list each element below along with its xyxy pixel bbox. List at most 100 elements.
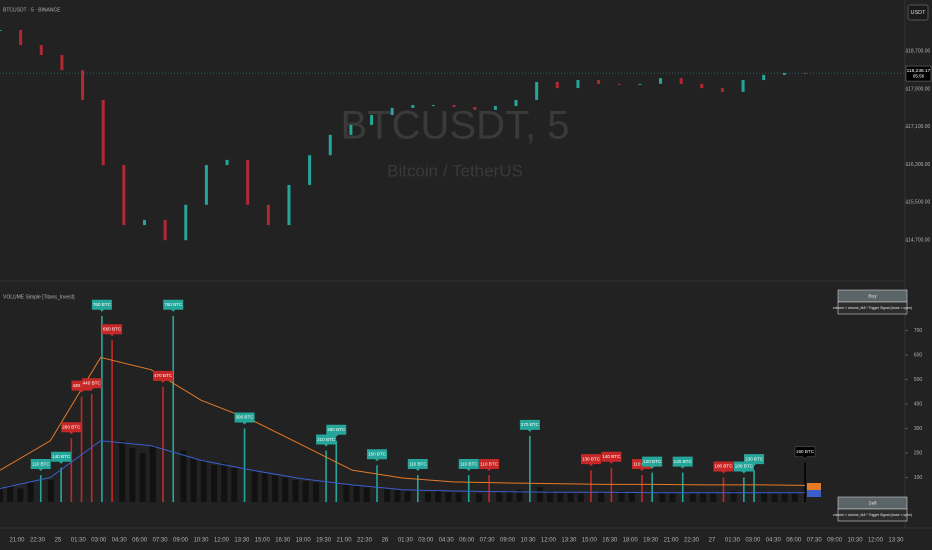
time-label: 19:30: [643, 538, 659, 544]
volume-bar: [781, 492, 788, 502]
table-rule-cell: [837, 508, 908, 522]
time-label: 06:00: [459, 538, 475, 544]
y-tick-label: 700: [914, 328, 923, 334]
signal-tag: [30, 459, 51, 472]
candle: [81, 70, 85, 100]
y-tick-label: 400: [914, 401, 923, 407]
signal-label: 110 BTC: [460, 461, 478, 466]
signal-tag: [163, 299, 184, 312]
volume-bar: [149, 445, 156, 502]
volume-bar: [424, 492, 431, 502]
signal-label: 130 BTC: [745, 456, 764, 461]
volume-bar: [722, 477, 725, 502]
y-tick-label: 600: [914, 352, 923, 358]
volume-bar: [651, 472, 653, 502]
time-label: 26: [382, 538, 389, 544]
volume-bar: [804, 462, 806, 502]
volume-bar: [475, 493, 482, 502]
time-label: 07:30: [480, 538, 496, 544]
currency-box[interactable]: [907, 4, 929, 21]
volume-bar: [111, 340, 113, 502]
time-label: 12:00: [541, 538, 557, 544]
signal-tag: [91, 299, 112, 312]
ma-marker: [807, 483, 821, 490]
time-label: 18:00: [296, 538, 312, 544]
time-label: 13:30: [234, 538, 250, 544]
volume-bar: [577, 493, 584, 502]
volume-bar: [17, 488, 24, 502]
time-label: 01:30: [725, 538, 741, 544]
volume-bar: [753, 470, 755, 502]
signal-tag: [51, 451, 72, 464]
volume-bar: [129, 448, 136, 502]
time-label: 22:30: [30, 538, 46, 544]
currency[interactable]: USDT: [911, 10, 927, 16]
candle: [142, 219, 146, 226]
volume-bar: [101, 315, 103, 502]
time-label: 07:30: [153, 538, 169, 544]
candle: [308, 155, 312, 185]
table-rule-cell: [837, 301, 908, 315]
candle: [266, 204, 270, 226]
candle: [700, 83, 704, 89]
volume-bar: [567, 492, 574, 502]
table-header: Sell: [869, 500, 877, 506]
time-label: 22:30: [357, 538, 373, 544]
time-label: 15:00: [255, 538, 271, 544]
volume-bar: [529, 435, 531, 502]
volume-bar: [681, 472, 684, 502]
signal-tag: [316, 434, 337, 447]
volume-bar: [710, 492, 717, 502]
signal-label: 110 BTC: [32, 461, 50, 466]
volume-bar: [659, 492, 666, 502]
time-label: 19:30: [316, 538, 332, 544]
candle: [411, 105, 415, 108]
signal-label: 260 BTC: [62, 425, 81, 430]
volume-bar: [363, 487, 370, 502]
volume-bar: [435, 490, 442, 502]
y-tick-label: 117,900.00: [906, 86, 931, 92]
y-tick-label: 116,300.00: [906, 162, 931, 168]
time-label: 25: [55, 538, 62, 544]
signal-tag: [601, 451, 622, 464]
candle: [452, 105, 456, 107]
signal-label: 470 BTC: [154, 373, 173, 378]
volume-bar: [628, 492, 635, 502]
volume-bar: [416, 475, 419, 502]
volume-bar: [791, 492, 798, 502]
candle: [720, 88, 724, 92]
time-label: 22:30: [684, 538, 700, 544]
time-label: 18:00: [623, 538, 639, 544]
candle: [597, 80, 601, 84]
time-label: 01:30: [71, 538, 87, 544]
time-label: 07:30: [807, 538, 823, 544]
volume-bar: [700, 492, 707, 502]
volume-bar: [139, 453, 146, 502]
volume-bar: [404, 490, 411, 502]
ma-marker: [807, 490, 821, 497]
volume-bar: [376, 465, 378, 502]
volume-bar: [243, 428, 246, 502]
volume-bar: [90, 394, 93, 502]
signal-label: 110 BTC: [409, 461, 427, 466]
volume-bar: [743, 477, 745, 502]
signal-label: 120 BTC: [643, 459, 662, 464]
candle: [246, 159, 250, 205]
candle: [679, 78, 683, 84]
indicator-title: VOLUME Simple [Titans_Invest]: [3, 294, 75, 300]
signal-tag: [81, 378, 102, 391]
volume-bar: [488, 475, 490, 502]
volume-bar: [190, 457, 197, 502]
time-label: 04:30: [766, 538, 782, 544]
time-label: 09:00: [173, 538, 189, 544]
candle: [555, 81, 559, 89]
time-label: 10:30: [193, 538, 209, 544]
volume-bar: [689, 493, 696, 502]
signal-label: 440 BTC: [83, 380, 102, 385]
candle: [184, 204, 188, 241]
volume-bar: [547, 490, 554, 502]
signal-tag: [642, 456, 663, 469]
moving-average-line: [0, 356, 806, 486]
volume-bar: [251, 470, 258, 502]
volume-bar: [210, 465, 217, 502]
